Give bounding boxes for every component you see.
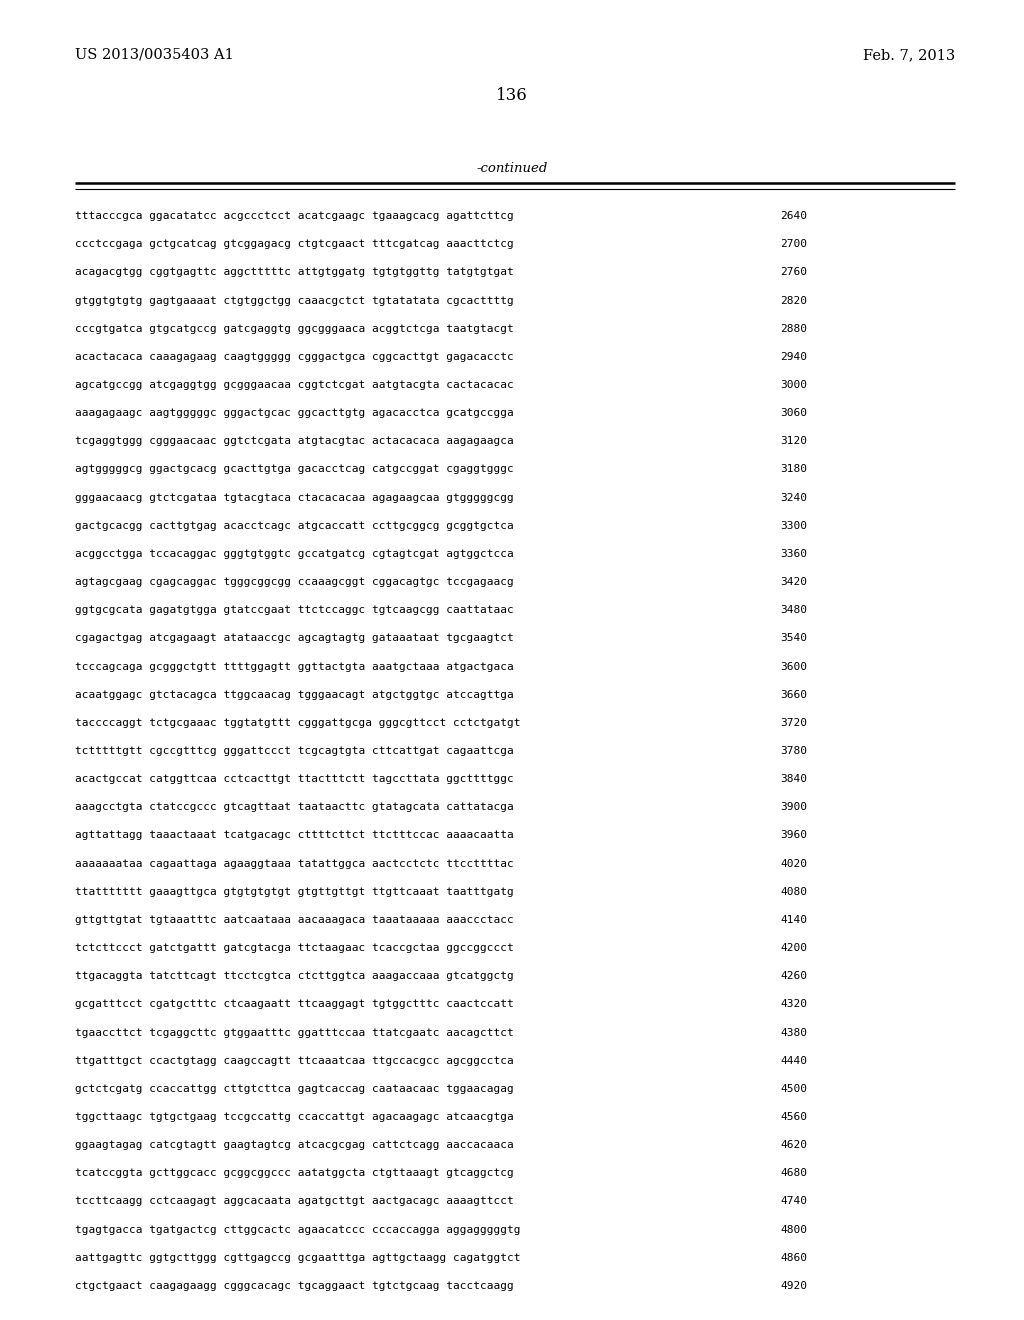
Text: acagacgtgg cggtgagttc aggctttttc attgtggatg tgtgtggttg tatgtgtgat: acagacgtgg cggtgagttc aggctttttc attgtgg…	[75, 268, 514, 277]
Text: aaaaaaataa cagaattaga agaaggtaaa tatattggca aactcctctc ttccttttac: aaaaaaataa cagaattaga agaaggtaaa tatattg…	[75, 858, 514, 869]
Text: aaagcctgta ctatccgccc gtcagttaat taataacttc gtatagcata cattatacga: aaagcctgta ctatccgccc gtcagttaat taataac…	[75, 803, 514, 812]
Text: 2700: 2700	[780, 239, 807, 249]
Text: US 2013/0035403 A1: US 2013/0035403 A1	[75, 48, 233, 62]
Text: ttgacaggta tatcttcagt ttcctcgtca ctcttggtca aaagaccaaa gtcatggctg: ttgacaggta tatcttcagt ttcctcgtca ctcttgg…	[75, 972, 514, 981]
Text: 4620: 4620	[780, 1140, 807, 1150]
Text: 4500: 4500	[780, 1084, 807, 1094]
Text: 3300: 3300	[780, 521, 807, 531]
Text: 3660: 3660	[780, 689, 807, 700]
Text: 2820: 2820	[780, 296, 807, 305]
Text: gactgcacgg cacttgtgag acacctcagc atgcaccatt ccttgcggcg gcggtgctca: gactgcacgg cacttgtgag acacctcagc atgcacc…	[75, 521, 514, 531]
Text: tccttcaagg cctcaagagt aggcacaata agatgcttgt aactgacagc aaaagttcct: tccttcaagg cctcaagagt aggcacaata agatgct…	[75, 1196, 514, 1206]
Text: ttgatttgct ccactgtagg caagccagtt ttcaaatcaa ttgccacgcc agcggcctca: ttgatttgct ccactgtagg caagccagtt ttcaaat…	[75, 1056, 514, 1065]
Text: 3540: 3540	[780, 634, 807, 643]
Text: 3900: 3900	[780, 803, 807, 812]
Text: tttacccgca ggacatatcc acgccctcct acatcgaagc tgaaagcacg agattcttcg: tttacccgca ggacatatcc acgccctcct acatcga…	[75, 211, 514, 220]
Text: 4320: 4320	[780, 999, 807, 1010]
Text: tctttttgtt cgccgtttcg gggattccct tcgcagtgta cttcattgat cagaattcga: tctttttgtt cgccgtttcg gggattccct tcgcagt…	[75, 746, 514, 756]
Text: 3720: 3720	[780, 718, 807, 727]
Text: acggcctgga tccacaggac gggtgtggtc gccatgatcg cgtagtcgat agtggctcca: acggcctgga tccacaggac gggtgtggtc gccatga…	[75, 549, 514, 558]
Text: 136: 136	[496, 87, 528, 103]
Text: agttattagg taaactaaat tcatgacagc cttttcttct ttctttccac aaaacaatta: agttattagg taaactaaat tcatgacagc cttttct…	[75, 830, 514, 841]
Text: gtggtgtgtg gagtgaaaat ctgtggctgg caaacgctct tgtatatata cgcacttttg: gtggtgtgtg gagtgaaaat ctgtggctgg caaacgc…	[75, 296, 514, 305]
Text: 4440: 4440	[780, 1056, 807, 1065]
Text: 2940: 2940	[780, 352, 807, 362]
Text: 4260: 4260	[780, 972, 807, 981]
Text: 4380: 4380	[780, 1027, 807, 1038]
Text: 3840: 3840	[780, 774, 807, 784]
Text: 3480: 3480	[780, 606, 807, 615]
Text: tctcttccct gatctgattt gatcgtacga ttctaagaac tcaccgctaa ggccggccct: tctcttccct gatctgattt gatcgtacga ttctaag…	[75, 942, 514, 953]
Text: 3120: 3120	[780, 437, 807, 446]
Text: cgagactgag atcgagaagt atataaccgc agcagtagtg gataaataat tgcgaagtct: cgagactgag atcgagaagt atataaccgc agcagta…	[75, 634, 514, 643]
Text: gggaacaacg gtctcgataa tgtacgtaca ctacacacaa agagaagcaa gtgggggcgg: gggaacaacg gtctcgataa tgtacgtaca ctacaca…	[75, 492, 514, 503]
Text: ctgctgaact caagagaagg cgggcacagc tgcaggaact tgtctgcaag tacctcaagg: ctgctgaact caagagaagg cgggcacagc tgcagga…	[75, 1280, 514, 1291]
Text: ggtgcgcata gagatgtgga gtatccgaat ttctccaggc tgtcaagcgg caattataac: ggtgcgcata gagatgtgga gtatccgaat ttctcca…	[75, 606, 514, 615]
Text: 3180: 3180	[780, 465, 807, 474]
Text: 3060: 3060	[780, 408, 807, 418]
Text: 3000: 3000	[780, 380, 807, 389]
Text: tggcttaagc tgtgctgaag tccgccattg ccaccattgt agacaagagc atcaacgtga: tggcttaagc tgtgctgaag tccgccattg ccaccat…	[75, 1111, 514, 1122]
Text: agcatgccgg atcgaggtgg gcgggaacaa cggtctcgat aatgtacgta cactacacac: agcatgccgg atcgaggtgg gcgggaacaa cggtctc…	[75, 380, 514, 389]
Text: 3240: 3240	[780, 492, 807, 503]
Text: tcgaggtggg cgggaacaac ggtctcgata atgtacgtac actacacaca aagagaagca: tcgaggtggg cgggaacaac ggtctcgata atgtacg…	[75, 437, 514, 446]
Text: acaatggagc gtctacagca ttggcaacag tgggaacagt atgctggtgc atccagttga: acaatggagc gtctacagca ttggcaacag tgggaac…	[75, 689, 514, 700]
Text: 4140: 4140	[780, 915, 807, 925]
Text: 3780: 3780	[780, 746, 807, 756]
Text: -continued: -continued	[476, 161, 548, 174]
Text: 4020: 4020	[780, 858, 807, 869]
Text: ttattttttt gaaagttgca gtgtgtgtgt gtgttgttgt ttgttcaaat taatttgatg: ttattttttt gaaagttgca gtgtgtgtgt gtgttgt…	[75, 887, 514, 896]
Text: gctctcgatg ccaccattgg cttgtcttca gagtcaccag caataacaac tggaacagag: gctctcgatg ccaccattgg cttgtcttca gagtcac…	[75, 1084, 514, 1094]
Text: 4920: 4920	[780, 1280, 807, 1291]
Text: aattgagttc ggtgcttggg cgttgagccg gcgaatttga agttgctaagg cagatggtct: aattgagttc ggtgcttggg cgttgagccg gcgaatt…	[75, 1253, 520, 1263]
Text: tgaaccttct tcgaggcttc gtggaatttc ggatttccaa ttatcgaatc aacagcttct: tgaaccttct tcgaggcttc gtggaatttc ggatttc…	[75, 1027, 514, 1038]
Text: Feb. 7, 2013: Feb. 7, 2013	[863, 48, 955, 62]
Text: agtagcgaag cgagcaggac tgggcggcgg ccaaagcggt cggacagtgc tccgagaacg: agtagcgaag cgagcaggac tgggcggcgg ccaaagc…	[75, 577, 514, 587]
Text: 3360: 3360	[780, 549, 807, 558]
Text: 2640: 2640	[780, 211, 807, 220]
Text: 3600: 3600	[780, 661, 807, 672]
Text: tcccagcaga gcgggctgtt ttttggagtt ggttactgta aaatgctaaa atgactgaca: tcccagcaga gcgggctgtt ttttggagtt ggttact…	[75, 661, 514, 672]
Text: taccccaggt tctgcgaaac tggtatgttt cgggattgcga gggcgttcct cctctgatgt: taccccaggt tctgcgaaac tggtatgttt cgggatt…	[75, 718, 520, 727]
Text: agtgggggcg ggactgcacg gcacttgtga gacacctcag catgccggat cgaggtgggc: agtgggggcg ggactgcacg gcacttgtga gacacct…	[75, 465, 514, 474]
Text: gcgatttcct cgatgctttc ctcaagaatt ttcaaggagt tgtggctttc caactccatt: gcgatttcct cgatgctttc ctcaagaatt ttcaagg…	[75, 999, 514, 1010]
Text: tgagtgacca tgatgactcg cttggcactc agaacatccc cccaccagga aggagggggtg: tgagtgacca tgatgactcg cttggcactc agaacat…	[75, 1225, 520, 1234]
Text: aaagagaagc aagtgggggc gggactgcac ggcacttgtg agacacctca gcatgccgga: aaagagaagc aagtgggggc gggactgcac ggcactt…	[75, 408, 514, 418]
Text: tcatccggta gcttggcacc gcggcggccc aatatggcta ctgttaaagt gtcaggctcg: tcatccggta gcttggcacc gcggcggccc aatatgg…	[75, 1168, 514, 1179]
Text: 4740: 4740	[780, 1196, 807, 1206]
Text: cccgtgatca gtgcatgccg gatcgaggtg ggcgggaaca acggtctcga taatgtacgt: cccgtgatca gtgcatgccg gatcgaggtg ggcggga…	[75, 323, 514, 334]
Text: 4560: 4560	[780, 1111, 807, 1122]
Text: 3420: 3420	[780, 577, 807, 587]
Text: gttgttgtat tgtaaatttc aatcaataaa aacaaagaca taaataaaaa aaaccctacc: gttgttgtat tgtaaatttc aatcaataaa aacaaag…	[75, 915, 514, 925]
Text: ccctccgaga gctgcatcag gtcggagacg ctgtcgaact tttcgatcag aaacttctcg: ccctccgaga gctgcatcag gtcggagacg ctgtcga…	[75, 239, 514, 249]
Text: 4800: 4800	[780, 1225, 807, 1234]
Text: 4080: 4080	[780, 887, 807, 896]
Text: acactgccat catggttcaa cctcacttgt ttactttctt tagccttata ggcttttggc: acactgccat catggttcaa cctcacttgt ttacttt…	[75, 774, 514, 784]
Text: 4680: 4680	[780, 1168, 807, 1179]
Text: 3960: 3960	[780, 830, 807, 841]
Text: 4860: 4860	[780, 1253, 807, 1263]
Text: 2760: 2760	[780, 268, 807, 277]
Text: 4200: 4200	[780, 942, 807, 953]
Text: acactacaca caaagagaag caagtggggg cgggactgca cggcacttgt gagacacctc: acactacaca caaagagaag caagtggggg cgggact…	[75, 352, 514, 362]
Text: ggaagtagag catcgtagtt gaagtagtcg atcacgcgag cattctcagg aaccacaaca: ggaagtagag catcgtagtt gaagtagtcg atcacgc…	[75, 1140, 514, 1150]
Text: 2880: 2880	[780, 323, 807, 334]
